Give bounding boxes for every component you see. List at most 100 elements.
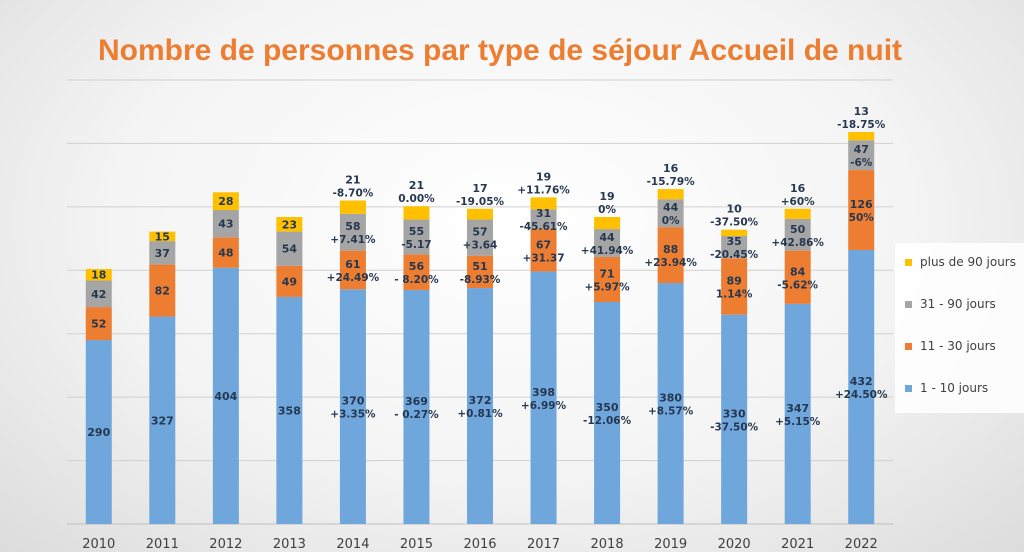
- data-label-value: 71: [599, 267, 614, 280]
- data-label-change: +31.37: [523, 252, 565, 264]
- data-label-change: +24.49%: [327, 272, 380, 284]
- bar-11-30-jours-2015: [403, 254, 430, 290]
- bar-1-10-jours-2018: [594, 302, 621, 524]
- data-label-value: 43: [218, 218, 233, 231]
- data-label-value: 52: [91, 318, 106, 331]
- legend-label: 11 - 30 jours: [920, 339, 996, 353]
- bar-1-10-jours-2019: [657, 282, 684, 524]
- data-label-change: -6%: [850, 157, 873, 169]
- x-tick-label: 2013: [273, 537, 306, 552]
- data-label-value: 67: [536, 238, 551, 251]
- data-label-change: -12.06%: [583, 415, 632, 427]
- data-label-change: +42.86%: [771, 237, 824, 249]
- x-tick-label: 2011: [146, 537, 179, 552]
- data-label-value: 56: [409, 260, 425, 273]
- bar-11-30-jours-2012: [212, 237, 239, 268]
- data-label-value: 89: [726, 274, 741, 287]
- data-label-value: 404: [214, 390, 237, 403]
- data-label-change: -5.62%: [777, 279, 818, 291]
- data-label-change: +6.99%: [521, 400, 567, 412]
- bar-31-90-jours-2019: [657, 199, 684, 228]
- data-label-change: +0.81%: [457, 408, 503, 420]
- legend-label: 1 - 10 jours: [920, 381, 988, 395]
- data-label-value: 18: [91, 269, 106, 282]
- chart-title: Nombre de personnes par type de séjour A…: [98, 34, 902, 67]
- bar-11-30-jours-2014: [339, 250, 366, 290]
- data-label-change: +3.35%: [330, 409, 376, 421]
- bar-plus-de-90-jours-2018: [594, 217, 621, 230]
- data-label-value: 330: [723, 407, 746, 420]
- data-label-value: 16: [790, 182, 806, 195]
- bar-1-10-jours-2015: [403, 289, 430, 524]
- bar-31-90-jours-2016: [467, 219, 493, 256]
- bar-31-90-jours-2010: [85, 280, 112, 308]
- bar-11-30-jours-2021: [784, 250, 811, 304]
- bar-11-30-jours-2020: [721, 258, 748, 315]
- data-label-value: 19: [536, 170, 551, 183]
- data-label-value: 23: [282, 218, 297, 231]
- data-label-value: 369: [405, 395, 428, 408]
- bar-11-30-jours-2016: [467, 255, 493, 289]
- data-label-value: 21: [409, 179, 424, 192]
- data-label-change: -8.70%: [333, 188, 374, 200]
- bars: [85, 132, 875, 524]
- bar-plus-de-90-jours-2014: [339, 200, 366, 214]
- bar-plus-de-90-jours-2016: [467, 208, 493, 220]
- data-label-value: 380: [659, 391, 682, 404]
- x-tick-label: 2019: [654, 537, 687, 552]
- data-labels: 290524218327823715404484328358495423370+…: [87, 105, 888, 439]
- data-label-value: 88: [663, 243, 678, 256]
- bar-31-90-jours-2011: [149, 241, 176, 265]
- x-tick-label: 2018: [591, 537, 624, 552]
- bar-31-90-jours-2015: [403, 219, 430, 255]
- data-label-value: 19: [599, 190, 614, 203]
- data-label-value: 51: [472, 260, 487, 273]
- bar-31-90-jours-2018: [594, 229, 621, 257]
- data-label-change: +7.41%: [330, 234, 376, 246]
- data-label-value: 28: [218, 195, 233, 208]
- data-label-change: +5.15%: [775, 416, 821, 428]
- bar-31-90-jours-2014: [339, 213, 366, 251]
- data-label-value: 37: [155, 247, 170, 260]
- bar-plus-de-90-jours-2015: [403, 206, 430, 220]
- data-label-value: 126: [850, 198, 873, 211]
- data-label-change: -45.61%: [519, 221, 568, 233]
- x-tick-label: 2012: [209, 537, 242, 552]
- bar-11-30-jours-2013: [276, 265, 303, 297]
- data-label-change: -18.75%: [837, 119, 886, 131]
- data-label-value: 372: [469, 394, 492, 407]
- bar-31-90-jours-2022: [848, 140, 875, 171]
- data-label-value: 44: [599, 231, 615, 244]
- data-label-value: 290: [87, 426, 110, 439]
- data-label-change: +24.50%: [835, 389, 888, 401]
- bar-plus-de-90-jours-2013: [276, 217, 303, 232]
- data-label-change: - 8.20%: [394, 274, 439, 286]
- bar-1-10-jours-2010: [85, 340, 112, 524]
- bar-31-90-jours-2021: [784, 218, 811, 251]
- data-label-value: 398: [532, 386, 555, 399]
- data-label-change: 0%: [662, 215, 680, 227]
- bar-plus-de-90-jours-2012: [212, 192, 239, 211]
- data-label-value: 48: [218, 247, 233, 260]
- data-label-change: +11.76%: [517, 184, 570, 196]
- legend-box: [895, 243, 1024, 413]
- x-tick-label: 2017: [527, 537, 560, 552]
- legend-label: 31 - 90 jours: [920, 297, 996, 311]
- data-label-value: 61: [345, 258, 360, 271]
- bar-11-30-jours-2019: [657, 227, 684, 283]
- data-label-change: -20.45%: [710, 249, 759, 261]
- data-label-value: 17: [472, 182, 487, 195]
- legend-swatch: [905, 259, 912, 266]
- bar-1-10-jours-2017: [530, 271, 557, 524]
- bar-plus-de-90-jours-2022: [848, 132, 875, 141]
- data-label-change: -8.93%: [460, 274, 501, 286]
- x-tick-label: 2010: [82, 537, 115, 552]
- data-label-value: 347: [786, 402, 809, 415]
- data-label-value: 21: [345, 174, 360, 187]
- data-label-change: +23.94%: [644, 257, 697, 269]
- data-label-value: 432: [850, 375, 873, 388]
- bar-1-10-jours-2016: [467, 288, 493, 524]
- data-label-change: -15.79%: [647, 176, 696, 188]
- legend: plus de 90 jours 31 - 90 jours 11 - 30 jou…: [895, 243, 1024, 413]
- data-label-change: -37.50%: [710, 421, 759, 433]
